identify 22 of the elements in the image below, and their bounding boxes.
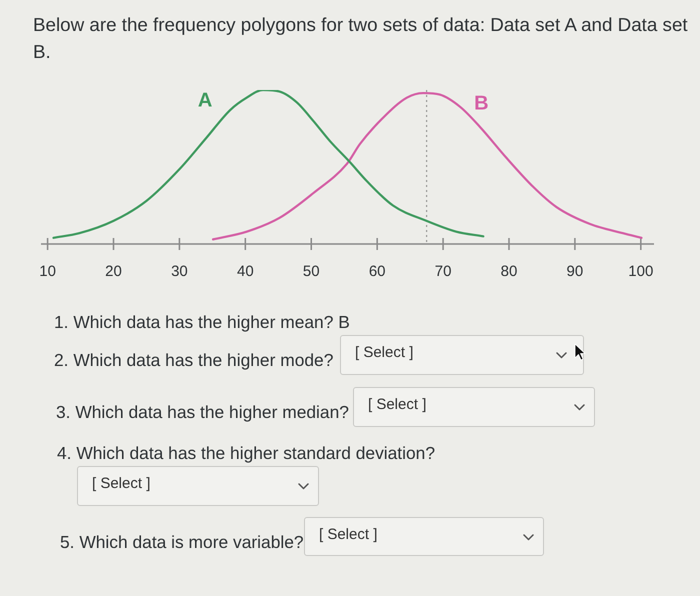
text: 4. Which data has the higher standard deviation? [57, 442, 436, 464]
select-field: [ Select ] [353, 387, 595, 427]
x-tick-label: 10 [39, 263, 56, 280]
x-tick-label: 100 [628, 263, 654, 280]
text: 2. Which data has the higher mode? [54, 349, 334, 371]
x-tick-label: 60 [368, 263, 386, 280]
x-tick-label: 90 [566, 263, 584, 280]
x-tick-label: 50 [302, 263, 320, 280]
select-field: [ Select ] [340, 335, 584, 375]
text: 3. Which data has the higher median? [56, 401, 349, 423]
x-tick-label: 40 [236, 263, 254, 280]
x-tick-label: 30 [171, 263, 188, 280]
chart-title: Below are the frequency polygons for two sets of data: Data set A and Data set B. [33, 13, 689, 64]
select-field: [ Select ] [304, 517, 544, 556]
select-field: [ Select ] [77, 466, 319, 506]
series-label: B [474, 92, 489, 115]
x-tick-label: 20 [105, 263, 122, 280]
x-tick-label: 80 [500, 263, 518, 280]
text: 5. Which data is more variable? [60, 531, 304, 553]
text: 1. Which data has the higher mean? B [54, 311, 350, 333]
x-tick-label: 70 [434, 263, 452, 280]
series-label: A [198, 90, 212, 112]
